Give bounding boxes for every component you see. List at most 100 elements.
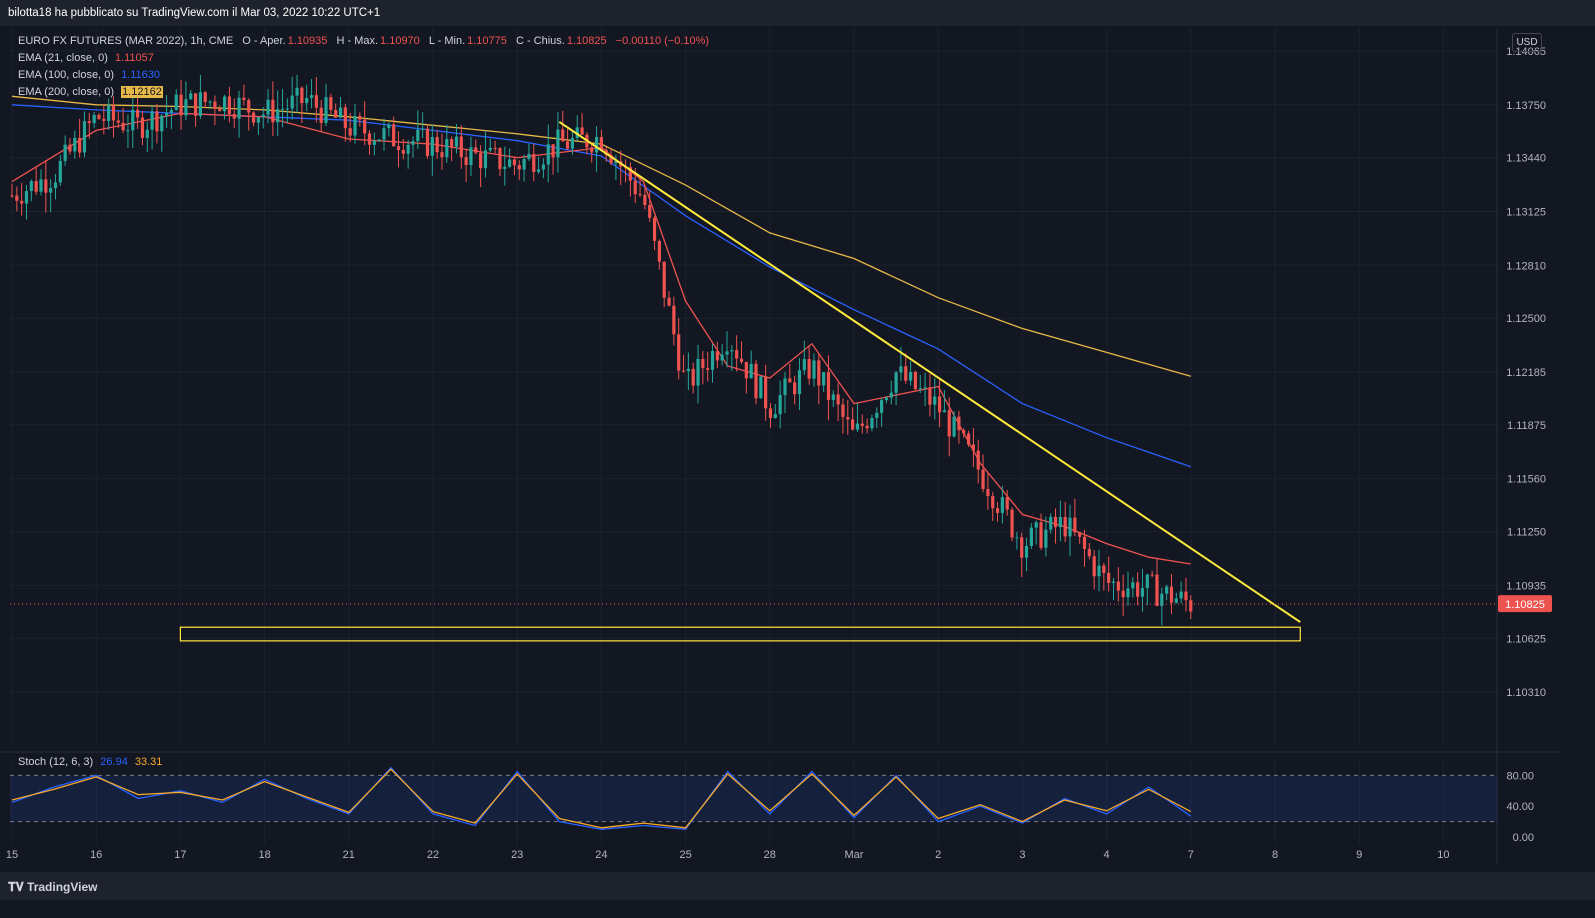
candle-body xyxy=(363,119,367,134)
close-value: 1.10825 xyxy=(566,35,607,47)
candle-body xyxy=(63,144,67,161)
candle-body xyxy=(735,350,739,359)
y-tick-label: 1.12810 xyxy=(1506,260,1546,272)
candle-body xyxy=(1126,588,1130,598)
candle-body xyxy=(966,433,971,445)
candle-body xyxy=(343,107,347,129)
candle-body xyxy=(232,113,236,119)
close-label: C - Chius. xyxy=(515,35,565,47)
candle-body xyxy=(305,98,309,104)
last-price-label: 1.10825 xyxy=(1505,599,1545,611)
candle-body xyxy=(677,334,681,371)
candle-body xyxy=(445,139,449,158)
open-value: 1.10935 xyxy=(287,35,328,47)
candle-body xyxy=(479,152,483,169)
candle-body xyxy=(396,146,401,150)
candle-body xyxy=(411,141,415,145)
candle-body xyxy=(1179,591,1183,599)
candle-body xyxy=(1015,537,1019,539)
candle-body xyxy=(894,372,898,393)
ema200-value: 1.12162 xyxy=(121,86,163,98)
candle-body xyxy=(179,94,183,116)
x-tick-label: 8 xyxy=(1272,849,1278,861)
candle-body xyxy=(923,387,927,389)
x-tick-label: 9 xyxy=(1356,849,1362,861)
candle-body xyxy=(1087,549,1091,557)
candle-body xyxy=(1169,586,1174,603)
ema21-legend: EMA (21, close, 0) 1.11057 xyxy=(18,52,154,64)
candle-body xyxy=(358,115,362,120)
candle-body xyxy=(348,128,352,136)
candle-body xyxy=(570,137,575,149)
candle-body xyxy=(131,109,135,131)
candle-body xyxy=(1121,590,1125,598)
high-label: H - Max. xyxy=(336,35,379,47)
candle-body xyxy=(739,358,744,362)
candle-body xyxy=(1010,509,1014,538)
y-tick-label: 1.12185 xyxy=(1506,367,1546,379)
y-tick-label: 1.13125 xyxy=(1506,207,1546,219)
candle-body xyxy=(918,388,922,390)
candle-body xyxy=(319,107,323,123)
candle-body xyxy=(198,92,203,116)
stoch-legend: Stoch (12, 6, 3) 26.94 33.31 xyxy=(18,756,162,768)
candle-body xyxy=(855,423,860,430)
candle-body xyxy=(329,97,333,110)
footer-bar: 𝐓𝐕 TradingView xyxy=(0,872,1595,900)
stoch-band xyxy=(10,775,1497,822)
candle-body xyxy=(991,496,995,509)
support-zone-box xyxy=(179,626,1301,642)
candle-body xyxy=(638,194,642,196)
low-value: 1.10775 xyxy=(467,35,507,47)
x-tick-label: 25 xyxy=(679,849,691,861)
candle-body xyxy=(169,110,174,113)
x-tick-label: 2 xyxy=(935,849,941,861)
stochastic-pane xyxy=(10,767,1497,830)
candle-body xyxy=(208,101,212,103)
chart-frame xyxy=(8,26,1568,892)
candle-body xyxy=(870,417,874,429)
candle-body xyxy=(875,412,879,418)
candle-body xyxy=(957,416,961,431)
candle-body xyxy=(49,188,53,193)
candle-body xyxy=(1044,529,1048,548)
candle-body xyxy=(976,450,980,470)
candle-body xyxy=(962,430,966,434)
candle-body xyxy=(189,93,193,100)
candle-body xyxy=(435,137,439,153)
y-tick-label: 1.14065 xyxy=(1506,46,1546,58)
high-value: 1.10970 xyxy=(380,35,420,47)
candle-body xyxy=(986,488,990,497)
candle-body xyxy=(78,137,82,153)
candle-body xyxy=(788,378,792,383)
candle-body xyxy=(174,94,178,111)
candle-body xyxy=(1000,497,1004,513)
candle-body xyxy=(1034,522,1038,528)
candle-body xyxy=(710,350,715,370)
candle-body xyxy=(203,92,207,102)
candle-body xyxy=(633,180,637,195)
candle-body xyxy=(425,128,430,156)
stoch-k-value: 26.94 xyxy=(100,756,128,768)
ema21-layer xyxy=(11,112,1191,565)
x-tick-label: 10 xyxy=(1437,849,1449,861)
x-tick-label: 24 xyxy=(595,849,607,861)
candle-body xyxy=(575,127,579,138)
candle-body xyxy=(136,109,140,118)
currency-button[interactable]: USD xyxy=(1512,33,1542,52)
x-tick-label: 17 xyxy=(174,849,186,861)
candle-body xyxy=(145,129,149,138)
candle-body xyxy=(614,161,618,164)
candle-body xyxy=(546,144,550,165)
candle-body xyxy=(541,164,546,170)
candle-body xyxy=(952,416,956,437)
candle-body xyxy=(783,378,787,395)
candle-body xyxy=(276,109,280,123)
candle-body xyxy=(53,182,58,189)
candle-body xyxy=(701,358,705,369)
candle-body xyxy=(913,372,918,390)
candle-body xyxy=(884,397,889,401)
y-tick-label: 1.13750 xyxy=(1506,100,1546,112)
candle-body xyxy=(1058,516,1062,528)
